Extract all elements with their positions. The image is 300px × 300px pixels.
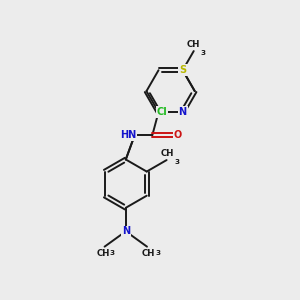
Text: CH: CH <box>96 249 110 258</box>
Text: N: N <box>122 226 130 236</box>
Text: 3: 3 <box>174 158 179 164</box>
Text: 3: 3 <box>200 50 205 56</box>
Text: O: O <box>174 130 182 140</box>
Text: CH: CH <box>142 249 155 258</box>
Text: CH: CH <box>161 149 175 158</box>
Text: 3: 3 <box>110 250 115 256</box>
Text: Cl: Cl <box>157 107 167 117</box>
Text: HN: HN <box>120 130 136 140</box>
Text: N: N <box>178 107 187 117</box>
Text: S: S <box>179 65 186 75</box>
Text: CH: CH <box>187 40 200 49</box>
Text: N: N <box>178 65 187 75</box>
Text: 3: 3 <box>155 250 160 256</box>
